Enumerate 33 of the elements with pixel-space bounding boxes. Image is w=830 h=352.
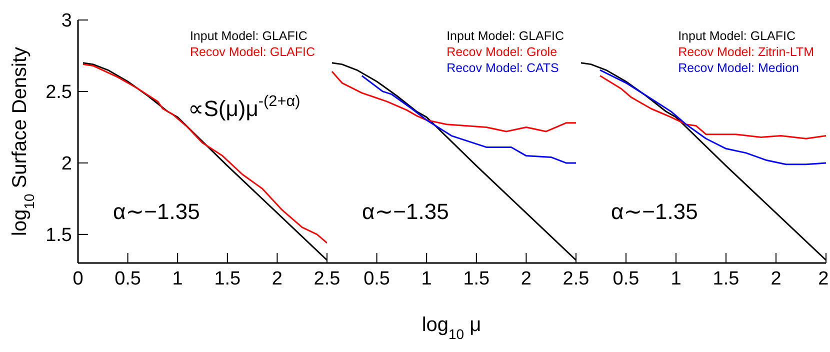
y-tick-label: 3 bbox=[61, 10, 72, 32]
x-tick-label: 2 bbox=[520, 268, 532, 290]
x-axis-title: log$_{10}$ μ bbox=[422, 314, 482, 342]
text: Recov Model: Medion bbox=[678, 61, 799, 75]
annotation: α∼−1.35 bbox=[611, 198, 698, 224]
text: Recov Model: CATS bbox=[446, 61, 559, 75]
x-tick-label: 1.5 bbox=[214, 268, 241, 290]
x-tick-label: 2 bbox=[272, 268, 282, 290]
y-tick-label: 1.5 bbox=[46, 225, 72, 246]
text: Input Model: GLAFIC bbox=[678, 29, 796, 43]
x-tick-label: 1 bbox=[172, 268, 183, 290]
x-tick-label: 2 bbox=[770, 268, 782, 290]
annotation: ∝S(μ)μ$^{-(2+α)}$ bbox=[188, 92, 300, 121]
x-tick-label: 1.5 bbox=[712, 268, 740, 290]
x-tick-label: 2. bbox=[818, 268, 830, 290]
annotation: α∼−1.35 bbox=[113, 198, 200, 224]
x-tick-label: 0.5 bbox=[114, 268, 142, 290]
x-tick-label: 1 bbox=[421, 268, 432, 290]
text: Recov Model: Grole bbox=[446, 45, 558, 59]
text: Input Model: GLAFIC bbox=[190, 29, 308, 43]
x-tick-label: 0 bbox=[72, 268, 84, 290]
y-tick-label: 2.5 bbox=[46, 82, 72, 104]
text: Input Model: GLAFIC bbox=[446, 29, 564, 43]
x-tick-label: 2.5 bbox=[314, 268, 340, 290]
x-tick-label: 1 bbox=[670, 268, 682, 290]
text: Recov Model: Zitrin-LTM bbox=[678, 45, 814, 59]
annotation: α∼−1.35 bbox=[362, 198, 449, 224]
x-tick-label: 0.5 bbox=[612, 268, 640, 290]
x-tick-label: 1.5 bbox=[463, 268, 490, 290]
x-tick-label: 2.5 bbox=[562, 268, 590, 290]
y-tick-label: 2 bbox=[61, 154, 72, 175]
text: Recov Model: GLAFIC bbox=[190, 45, 315, 59]
x-tick-label: 0.5 bbox=[364, 268, 390, 290]
